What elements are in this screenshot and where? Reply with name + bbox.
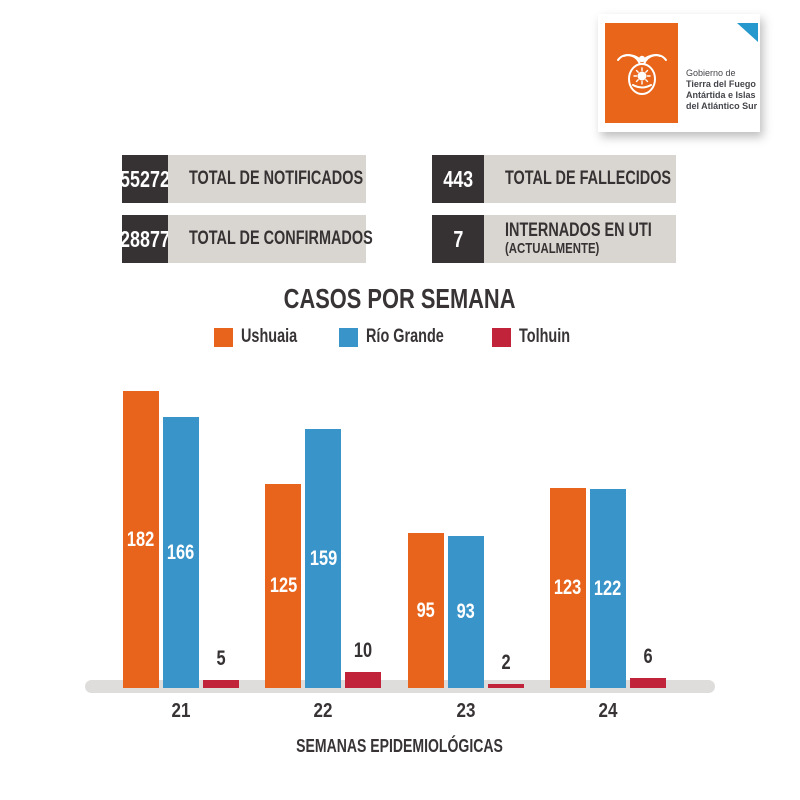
legend-label: Río Grande	[365, 326, 444, 347]
bar-slot: 159	[305, 429, 342, 688]
bar-ushuaia-week-24: 123	[549, 488, 586, 688]
bar-group-week-21: 182 166 5 21	[123, 391, 239, 722]
government-name-prefix: Gobierno de	[686, 68, 736, 78]
x-tick-label-23: 23	[456, 700, 476, 722]
legend-swatch-ushuaia	[213, 327, 233, 347]
bar-value-label: 5	[216, 647, 226, 670]
stat-label-box: TOTAL DE NOTIFICADOS	[168, 155, 366, 203]
stat-value-box: 28877	[120, 215, 170, 263]
bar-slot: 125	[265, 484, 302, 688]
bar-value-label: 123	[554, 576, 582, 599]
coat-of-arms-icon	[616, 54, 667, 95]
bar-slot: 10	[345, 639, 382, 688]
x-tick-label-22: 22	[313, 700, 333, 722]
stat-label: TOTAL DE FALLECIDOS	[505, 168, 672, 189]
bar-rio-grande-week-23: 93	[447, 536, 484, 688]
legend-item-tolhuin: Tolhuin	[492, 326, 586, 348]
x-tick-label-24: 24	[598, 700, 618, 722]
x-tick-label-21: 21	[171, 700, 191, 722]
stat-label-box: INTERNADOS EN UTI (ACTUALMENTE)	[484, 215, 676, 263]
government-name: Gobierno de Tierra del Fuego Antártida e…	[686, 68, 758, 112]
stat-label-box: TOTAL DE FALLECIDOS	[484, 155, 676, 203]
bar-rio-grande-week-22: 159	[305, 429, 342, 688]
corner-fold-icon	[737, 23, 758, 42]
bar-ushuaia-week-23: 95	[407, 533, 444, 688]
bar-value-label: 93	[456, 600, 475, 623]
government-name-line3: del Atlántico Sur	[686, 101, 758, 111]
stat-sublabel: (ACTUALMENTE)	[505, 240, 600, 257]
bar-value-label: 10	[354, 639, 373, 662]
stat-value: 7	[453, 225, 463, 252]
legend-swatch-tolhuin	[492, 327, 512, 347]
bar-rio-grande-week-21: 166	[163, 417, 199, 688]
bar-value-label: 122	[594, 576, 622, 600]
bar-slot: 122	[589, 489, 626, 688]
bar-slot: 5	[203, 647, 239, 688]
chart-legend: Ushuaia Río Grande Tolhuin	[0, 326, 800, 348]
stat-label: INTERNADOS EN UTI	[505, 220, 652, 241]
bar-tolhuin-week-22	[345, 672, 382, 688]
government-logo-card: Gobierno de Tierra del Fuego Antártida e…	[598, 14, 760, 132]
stat-value-box: 443	[432, 155, 484, 203]
bar-slot: 6	[629, 645, 666, 688]
logo-orange-box	[605, 23, 678, 123]
bar-group-week-23: 95 93 2 23	[407, 533, 524, 722]
chart-title: CASOS POR SEMANA	[284, 283, 516, 314]
bar-group-week-24: 123 122 6 24	[549, 488, 666, 722]
stat-value: 443	[443, 165, 473, 192]
bar-value-label: 166	[167, 540, 195, 564]
bar-slot: 182	[123, 391, 159, 688]
bar-rio-grande-week-24: 122	[589, 489, 626, 688]
bar-slot: 166	[163, 417, 199, 688]
legend-label: Tolhuin	[519, 326, 571, 347]
stat-label: TOTAL DE NOTIFICADOS	[189, 168, 364, 189]
legend-item-ushuaia: Ushuaia	[213, 326, 315, 348]
bar-slot: 123	[549, 488, 586, 688]
bar-ushuaia-week-21: 182	[123, 391, 159, 688]
bar-slot: 2	[487, 651, 524, 688]
bar-value-label: 182	[127, 527, 155, 551]
x-axis-title: SEMANAS EPIDEMIOLÓGICAS	[296, 736, 504, 756]
legend-label: Ushuaia	[240, 326, 297, 347]
government-name-line2: Antártida e Islas	[686, 90, 756, 100]
stat-value: 55272	[120, 165, 170, 192]
bar-value-label: 125	[269, 574, 297, 597]
bar-tolhuin-week-24	[629, 678, 666, 688]
bar-slot: 93	[447, 536, 484, 688]
bar-slot: 95	[407, 533, 444, 688]
legend-item-rio-grande: Río Grande	[338, 326, 468, 348]
legend-swatch-rio-grande	[338, 327, 358, 347]
bar-value-label: 2	[501, 651, 511, 674]
stat-value-box: 7	[432, 215, 484, 263]
government-name-line1: Tierra del Fuego	[686, 79, 756, 89]
bar-value-label: 159	[309, 546, 337, 570]
bar-tolhuin-week-21	[203, 680, 239, 688]
bar-tolhuin-week-23	[487, 684, 524, 688]
bar-chart: 182 166 5 21 125 159 10 22 95 93 2 23 123 122 6 24	[123, 391, 666, 722]
stat-value: 28877	[120, 225, 170, 252]
stat-value-box: 55272	[120, 155, 170, 203]
bar-ushuaia-week-22: 125	[265, 484, 302, 688]
stat-label: TOTAL DE CONFIRMADOS	[189, 228, 373, 249]
bar-value-label: 6	[643, 645, 653, 668]
bar-group-week-22: 125 159 10 22	[265, 429, 382, 722]
stat-label-box: TOTAL DE CONFIRMADOS	[168, 215, 373, 263]
bar-value-label: 95	[416, 598, 435, 622]
